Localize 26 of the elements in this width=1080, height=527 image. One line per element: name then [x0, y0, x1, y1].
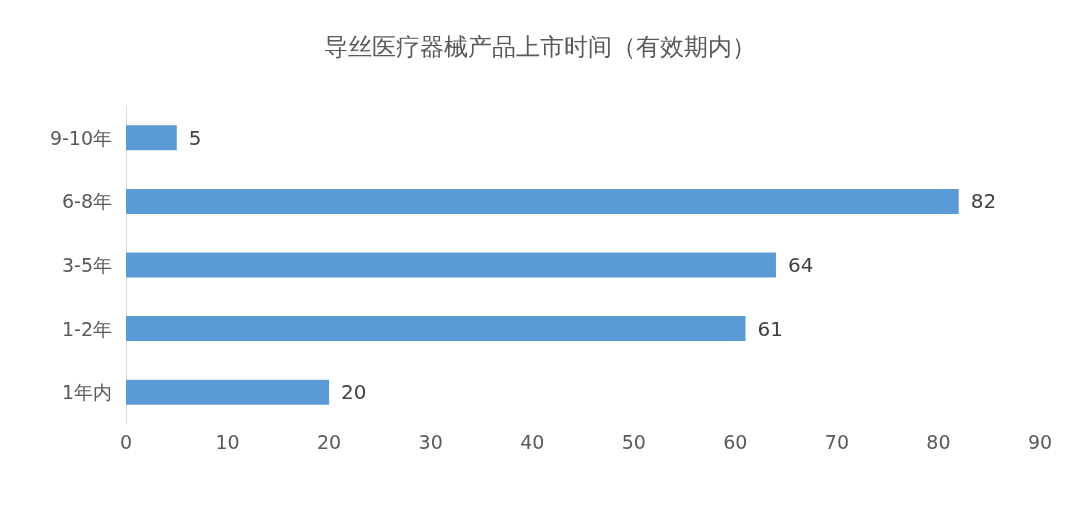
- bar: [126, 188, 959, 214]
- x-tick-label: 70: [824, 430, 849, 453]
- bar: [126, 379, 330, 405]
- x-tick-label: 60: [723, 430, 748, 453]
- x-tick-label: 50: [621, 430, 646, 453]
- x-tick-label: 40: [520, 430, 545, 453]
- y-tick-label: 3-5年: [61, 254, 112, 276]
- bar: [126, 125, 177, 151]
- chart-title: 导丝医疗器械产品上市时间（有效期内）: [324, 33, 756, 61]
- y-tick-label: 6-8年: [61, 190, 112, 213]
- data-label: 64: [787, 253, 814, 277]
- y-tick-label: 9-10年: [49, 126, 112, 149]
- data-label: 5: [188, 125, 202, 150]
- data-label: 61: [757, 316, 783, 341]
- data-label: 20: [341, 380, 367, 405]
- x-tick-label: 10: [215, 430, 240, 453]
- y-tick-label: 1-2年: [61, 317, 112, 340]
- bar: [126, 316, 746, 342]
- x-tick-label: 90: [1027, 430, 1053, 453]
- x-tick-label: 0: [119, 430, 133, 453]
- data-label: 82: [970, 189, 997, 214]
- bar: [126, 252, 776, 278]
- x-tick-label: 30: [418, 430, 443, 453]
- y-tick-label: 1年内: [61, 381, 112, 404]
- x-tick-label: 20: [317, 430, 342, 453]
- x-tick-label: 80: [926, 430, 951, 453]
